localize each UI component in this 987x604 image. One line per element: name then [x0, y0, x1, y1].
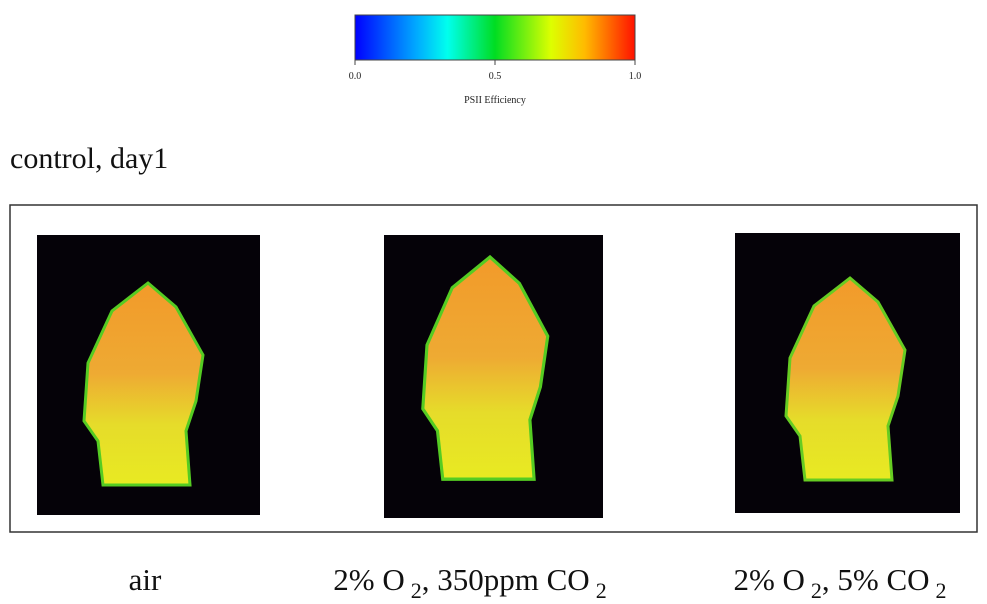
- colorbar-label: PSII Efficiency: [464, 95, 526, 106]
- panel-image: [37, 235, 260, 515]
- label-part: , 350ppm CO: [422, 562, 590, 597]
- figure: PSII Efficiency control, day1 0.0 0.5 1.0 a…: [0, 0, 987, 604]
- label-part: 2: [411, 578, 422, 603]
- colorbar-tick-label: 0.0: [349, 71, 362, 82]
- colorbar-tick-label: 1.0: [629, 71, 642, 82]
- label-part: 2% O: [733, 562, 804, 597]
- colorbar-tick-label: 0.5: [489, 71, 502, 82]
- label-part: air: [129, 562, 162, 597]
- label-part: 2% O: [333, 562, 404, 597]
- heading: control, day1: [10, 142, 168, 175]
- panel-label: air: [129, 562, 162, 597]
- label-part: , 5% CO: [822, 562, 930, 597]
- label-part: 2: [936, 578, 947, 603]
- colorbar: [355, 15, 635, 60]
- label-part: 2: [596, 578, 607, 603]
- label-part: 2: [811, 578, 822, 603]
- panel-image: [735, 233, 960, 513]
- panel-image: [384, 235, 603, 518]
